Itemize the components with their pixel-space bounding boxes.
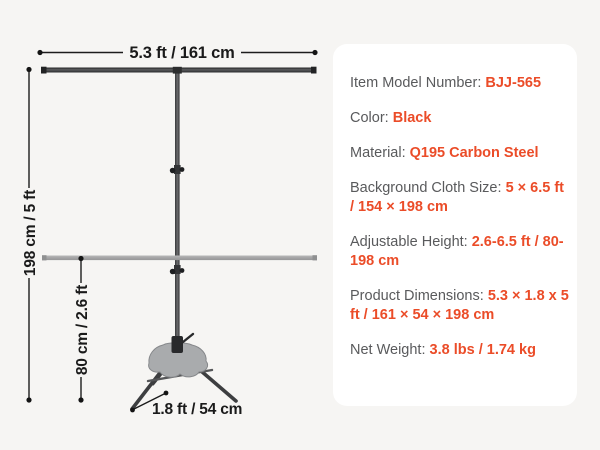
width-dimension-label: 5.3 ft / 161 cm — [129, 44, 234, 62]
spec-panel: Item Model Number: BJJ-565 Color: Black … — [333, 44, 577, 406]
spec-item-net-weight: Net Weight: 3.8 lbs / 1.74 kg — [350, 341, 569, 360]
spec-label: Background Cloth Size: — [350, 180, 502, 196]
spec-label: Product Dimensions: — [350, 288, 484, 304]
spec-value: 2.6-6.5 ft / 80-198 cm — [350, 234, 564, 269]
spec-label: Adjustable Height: — [350, 234, 468, 250]
base-dimension-label: 1.8 ft / 54 cm — [152, 401, 242, 418]
sandbag — [148, 342, 209, 378]
spec-item-adjustable-height: Adjustable Height: 2.6-6.5 ft / 80-198 c… — [350, 233, 569, 271]
lower-crossbar — [42, 255, 317, 261]
spec-item-cloth-size: Background Cloth Size: 5 × 6.5 ft / 154 … — [350, 179, 569, 217]
pole-base-clamp — [171, 332, 195, 353]
spec-value: 3.8 lbs / 1.74 kg — [429, 342, 536, 358]
spec-label: Net Weight: — [350, 342, 426, 358]
dimension-crossbar-height: 80 cm / 2.6 ft — [74, 255, 91, 403]
spec-label: Color: — [350, 110, 389, 126]
pole-upper-knob — [169, 165, 185, 174]
spec-item-material: Material: Q195 Carbon Steel — [350, 144, 569, 163]
spec-value: 5.3 × 1.8 x 5 ft / 161 × 54 × 198 cm — [350, 288, 569, 323]
spec-label: Material: — [350, 145, 406, 161]
full-height-dimension-label: 198 cm / 5 ft — [22, 190, 39, 276]
crossbar-height-dimension-label: 80 cm / 2.6 ft — [74, 285, 91, 375]
spec-value: BJJ-565 — [485, 75, 542, 91]
stand-pole — [175, 70, 180, 338]
pole-lower-knob — [169, 265, 185, 275]
spec-item-product-dimensions: Product Dimensions: 5.3 × 1.8 x 5 ft / 1… — [350, 287, 569, 325]
top-crossbar — [41, 66, 317, 74]
dimension-full-height: 198 cm / 5 ft — [22, 66, 39, 403]
spec-value: Black — [392, 110, 432, 126]
dimension-width: 5.3 ft / 161 cm — [37, 44, 318, 62]
spec-item-model-number: Item Model Number: BJJ-565 — [350, 74, 569, 93]
spec-item-color: Color: Black — [350, 109, 569, 128]
backdrop-stand-diagram: 5.3 ft / 161 cm 198 cm / 5 ft 80 cm / 2.… — [22, 44, 318, 418]
spec-value: 5 × 6.5 ft / 154 × 198 cm — [350, 180, 564, 215]
dimension-base: 1.8 ft / 54 cm — [130, 390, 242, 418]
spec-label: Item Model Number: — [350, 75, 482, 91]
spec-value: Q195 Carbon Steel — [409, 145, 539, 161]
